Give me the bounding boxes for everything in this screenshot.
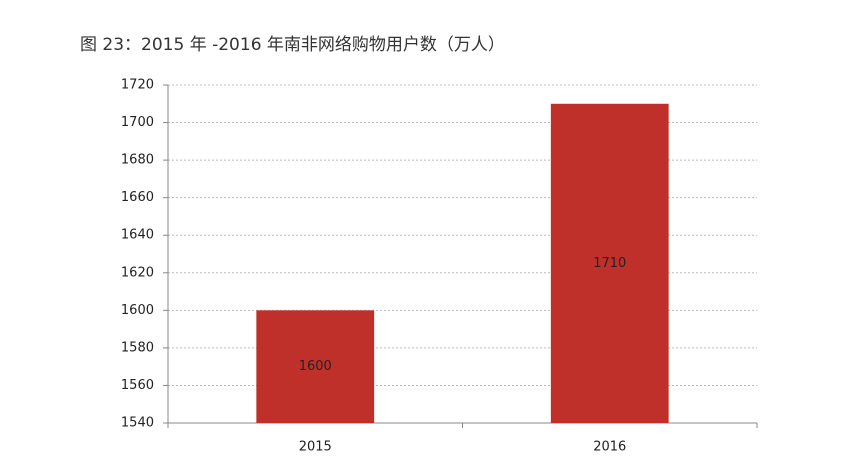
- data-label: 1600: [299, 359, 332, 374]
- bar: [550, 103, 669, 424]
- y-tick-label: 1720: [121, 78, 154, 93]
- data-label: 1710: [593, 256, 626, 271]
- y-tick-label: 1700: [121, 115, 154, 130]
- bar: [256, 310, 375, 423]
- y-tick-label: 1680: [121, 153, 154, 168]
- y-tick-label: 1560: [121, 378, 154, 393]
- x-tick-label: 2015: [299, 440, 332, 455]
- y-tick-label: 1620: [121, 265, 154, 280]
- y-tick-label: 1660: [121, 190, 154, 205]
- y-tick-label: 1580: [121, 340, 154, 355]
- chart-title: 图 23：2015 年 -2016 年南非网络购物用户数（万人）: [80, 35, 505, 55]
- x-tick-label: 2016: [593, 440, 626, 455]
- y-tick-label: 1640: [121, 228, 154, 243]
- y-tick-label: 1600: [121, 303, 154, 318]
- y-tick-label: 1540: [121, 416, 154, 431]
